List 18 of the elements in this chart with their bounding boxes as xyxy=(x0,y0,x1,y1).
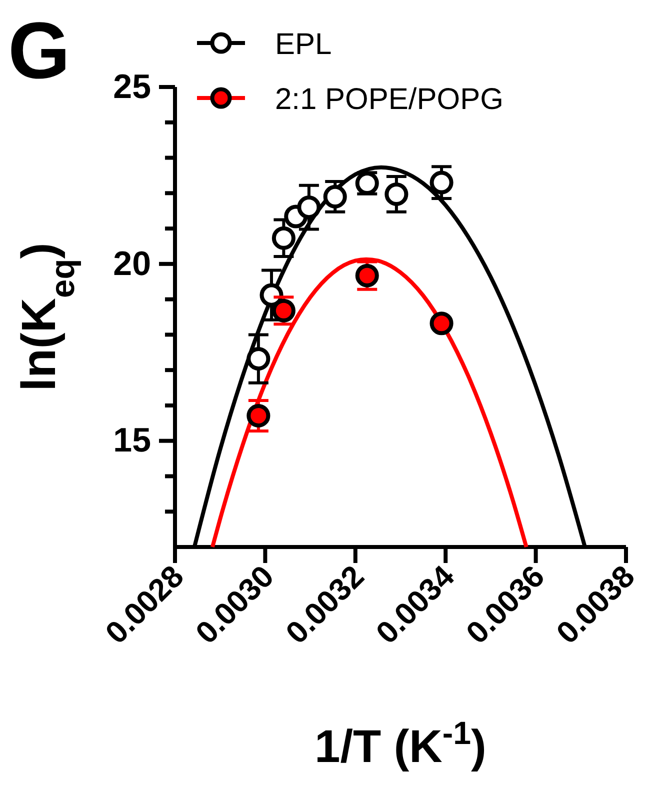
point xyxy=(430,312,454,336)
point xyxy=(384,182,408,206)
point xyxy=(246,347,270,371)
point xyxy=(323,184,347,208)
point xyxy=(272,298,296,322)
point xyxy=(430,170,454,194)
y-tick-label: 15 xyxy=(113,422,151,460)
point xyxy=(297,196,321,220)
y-tick-label: 20 xyxy=(113,244,151,283)
point xyxy=(355,264,379,288)
legend-label: 2:1 POPE/POPG xyxy=(275,83,504,116)
text: G xyxy=(8,6,70,95)
point xyxy=(246,404,270,428)
point xyxy=(272,226,296,250)
x-axis-title: 1/T (K$^{-1}$) xyxy=(314,715,486,772)
y-tick-label: 25 xyxy=(113,68,151,106)
line-series xyxy=(210,257,528,549)
legend-label: EPL xyxy=(275,28,332,61)
